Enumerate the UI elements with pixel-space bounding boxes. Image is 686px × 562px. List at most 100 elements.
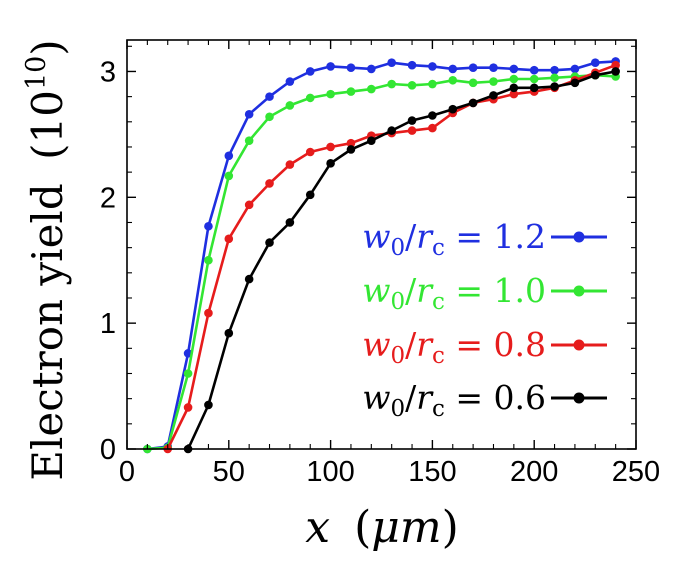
y-axis-exponent: 10 bbox=[21, 56, 52, 90]
legend-sub-c: c bbox=[432, 235, 445, 261]
legend-slash: / bbox=[405, 271, 417, 310]
data-point bbox=[183, 403, 193, 412]
data-point bbox=[285, 77, 295, 86]
data-point bbox=[611, 67, 620, 76]
data-point bbox=[407, 116, 417, 125]
data-point bbox=[265, 92, 274, 101]
legend-marker bbox=[573, 285, 585, 297]
legend-marker bbox=[573, 231, 585, 243]
legend-value: 1.2 bbox=[494, 217, 546, 256]
data-point bbox=[204, 308, 213, 318]
legend-value: 1.0 bbox=[494, 271, 546, 310]
data-point bbox=[590, 70, 600, 80]
data-point bbox=[590, 58, 600, 67]
legend-entry-1: w0/rc = 1.0 bbox=[362, 271, 607, 315]
data-point bbox=[346, 145, 356, 154]
data-point bbox=[489, 91, 498, 100]
legend-var-w: w bbox=[362, 271, 390, 310]
data-point bbox=[468, 98, 478, 108]
data-point bbox=[468, 63, 478, 72]
x-axis-variable: x bbox=[305, 502, 330, 553]
data-point bbox=[244, 200, 254, 210]
series-line-3 bbox=[186, 70, 616, 450]
data-point bbox=[244, 274, 254, 284]
data-point bbox=[550, 82, 559, 91]
data-point bbox=[326, 89, 335, 99]
legend-var-r: r bbox=[416, 271, 434, 310]
data-point bbox=[550, 65, 559, 75]
y-axis-label: Electron yield bbox=[23, 183, 72, 480]
legend-slash: / bbox=[405, 217, 417, 256]
y-tick-label: 1 bbox=[100, 308, 116, 340]
y-tick-label: 3 bbox=[100, 56, 116, 88]
legend-equals: = bbox=[445, 378, 494, 417]
data-point bbox=[244, 109, 254, 119]
legend-value: 0.8 bbox=[494, 325, 546, 364]
data-point bbox=[326, 159, 335, 168]
data-point bbox=[448, 75, 458, 85]
data-point bbox=[387, 58, 396, 67]
y-axis-paren-close: ) bbox=[23, 39, 72, 55]
y-tick-label: 2 bbox=[100, 182, 116, 214]
legend-equals: = bbox=[445, 271, 494, 310]
data-point bbox=[204, 255, 213, 265]
data-point bbox=[489, 63, 498, 72]
data-point bbox=[265, 179, 274, 188]
data-point bbox=[387, 126, 396, 135]
data-point bbox=[305, 190, 315, 200]
legend-var-w: w bbox=[362, 325, 390, 364]
data-point bbox=[489, 77, 498, 86]
data-point bbox=[509, 74, 519, 84]
legend-var-r: r bbox=[416, 378, 434, 417]
x-axis-paren-close: ) bbox=[442, 502, 459, 553]
series-3 bbox=[183, 67, 620, 454]
data-point bbox=[326, 62, 335, 71]
data-point bbox=[285, 218, 295, 227]
x-tick-label: 200 bbox=[510, 456, 558, 488]
data-point bbox=[448, 64, 458, 74]
data-point bbox=[529, 83, 539, 93]
data-point bbox=[305, 147, 315, 157]
data-point bbox=[183, 369, 193, 378]
series-layer bbox=[143, 57, 620, 454]
x-tick-label: 50 bbox=[213, 456, 245, 488]
data-point bbox=[224, 328, 234, 338]
legend-sub-0: 0 bbox=[390, 396, 405, 422]
data-point bbox=[224, 171, 234, 181]
legend-label: w0/rc = 1.2 bbox=[362, 217, 546, 261]
data-point bbox=[550, 73, 559, 83]
data-point bbox=[448, 104, 458, 114]
data-point bbox=[265, 238, 274, 247]
legend-sub-c: c bbox=[432, 289, 445, 315]
data-point bbox=[285, 101, 295, 110]
data-point bbox=[346, 63, 356, 72]
data-point bbox=[346, 87, 356, 96]
data-point bbox=[611, 60, 620, 70]
data-point bbox=[407, 126, 417, 135]
data-point bbox=[346, 138, 356, 148]
y-tick-label: 0 bbox=[100, 434, 116, 466]
x-tick-label: 0 bbox=[119, 456, 135, 488]
legend-var-w: w bbox=[362, 378, 390, 417]
data-point bbox=[407, 81, 417, 90]
legend-marker bbox=[573, 392, 585, 404]
x-axis-paren-open: ( bbox=[354, 502, 371, 553]
data-point bbox=[509, 64, 519, 74]
data-point bbox=[509, 83, 519, 93]
data-point bbox=[509, 89, 519, 99]
data-point bbox=[305, 93, 315, 103]
data-point bbox=[326, 142, 335, 152]
data-point bbox=[367, 64, 376, 74]
data-point bbox=[367, 136, 376, 145]
x-axis-unit: μm bbox=[371, 502, 441, 553]
legend-marker bbox=[573, 339, 585, 351]
x-tick-label: 150 bbox=[408, 456, 456, 488]
legend-var-w: w bbox=[362, 217, 390, 256]
legend-entry-0: w0/rc = 1.2 bbox=[362, 217, 607, 261]
axes: 0 50 100 150 200 250 0 1 2 3 bbox=[100, 39, 660, 488]
legend-label: w0/rc = 0.6 bbox=[362, 378, 546, 422]
legend-slash: / bbox=[405, 325, 417, 364]
data-point bbox=[407, 60, 417, 70]
data-point bbox=[305, 67, 315, 76]
